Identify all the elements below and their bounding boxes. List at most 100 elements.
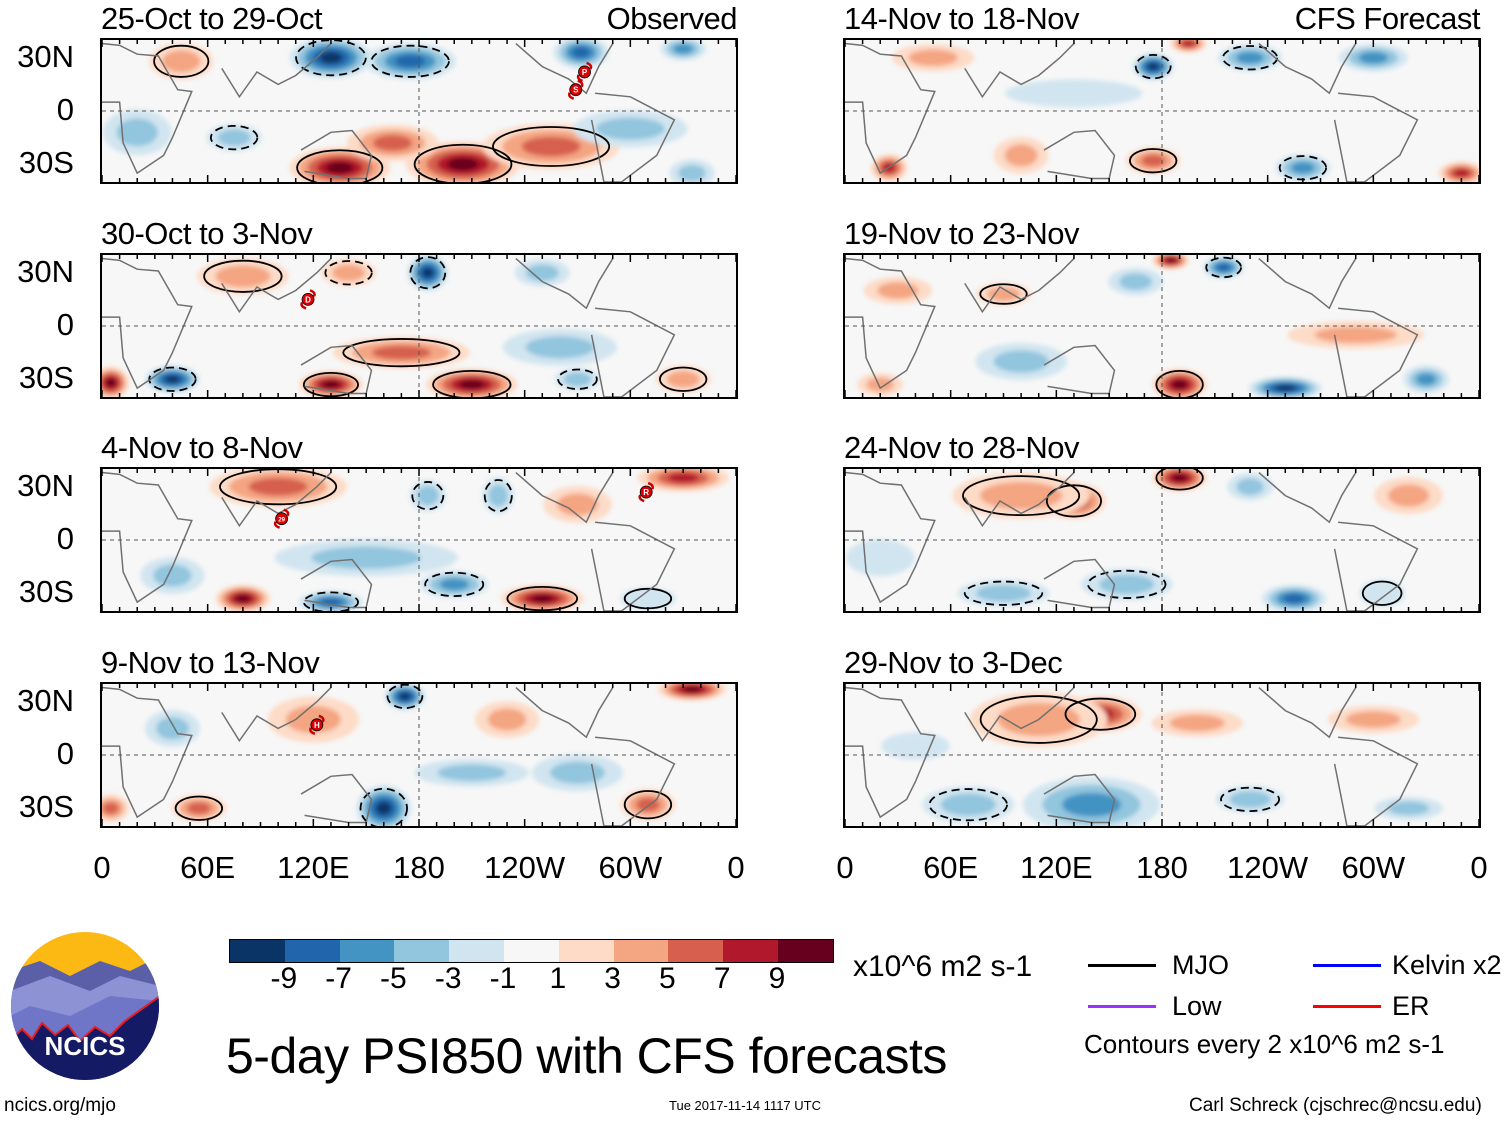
anomaly-shading — [1062, 792, 1121, 817]
coastline — [102, 686, 193, 819]
colorbar-swatch — [777, 940, 833, 962]
mjo-contour-negative — [386, 684, 424, 710]
coastline — [590, 92, 676, 182]
anomaly-shading — [1345, 711, 1401, 728]
anomaly-shading — [437, 764, 507, 782]
mjo-contour-negative — [963, 580, 1044, 606]
legend-line-low — [1088, 1005, 1156, 1008]
coastline — [1258, 42, 1357, 95]
anomaly-shading — [371, 345, 431, 360]
colorbar-label: 5 — [659, 962, 676, 995]
coastline — [102, 257, 193, 390]
anomaly-shading — [595, 117, 665, 140]
anomaly-shading — [993, 350, 1049, 373]
anomaly-shading — [1229, 791, 1271, 808]
anomaly-shading — [1165, 257, 1176, 263]
coastline — [1333, 307, 1419, 397]
mjo-contour-positive — [1155, 370, 1204, 397]
anomaly-shading — [394, 55, 426, 68]
coastline — [1333, 521, 1419, 611]
mjo-contour-negative — [1220, 786, 1281, 812]
anomaly-shading — [326, 162, 354, 174]
map-panel — [843, 682, 1481, 828]
coastline — [1258, 686, 1357, 739]
anomaly-shading — [311, 546, 422, 569]
anomaly-shading — [1147, 62, 1159, 71]
mjo-contour-positive — [492, 126, 611, 167]
anomaly-shading — [1416, 373, 1436, 386]
anomaly-shading — [866, 377, 894, 392]
panel-source-label: Observed — [606, 1, 738, 36]
coastline — [515, 686, 614, 739]
footer-url[interactable]: ncics.org/mjo — [4, 1095, 116, 1116]
coastline — [221, 43, 332, 99]
mjo-contour-positive — [659, 366, 708, 392]
x-tick-label: 0 — [836, 850, 854, 885]
y-tick-label: 30N — [17, 38, 74, 74]
x-tick-label: 60E — [923, 850, 979, 885]
x-tick-label: 60W — [598, 850, 663, 885]
anomaly-shading — [1169, 714, 1225, 732]
x-tick-label: 60W — [1341, 850, 1406, 885]
y-tick-label: 30S — [18, 360, 74, 396]
y-tick-label: 0 — [56, 92, 74, 127]
logo-text: NCICS — [45, 1031, 126, 1061]
colorbar-swatch — [339, 940, 395, 962]
anomaly-shading — [487, 708, 527, 731]
mjo-contour-negative — [295, 40, 367, 77]
colorbar-label: -7 — [325, 962, 352, 995]
anomaly-shading — [525, 336, 595, 359]
anomaly-shading — [881, 732, 950, 760]
mjo-contour-negative — [359, 787, 408, 826]
coastline — [102, 42, 193, 175]
storm-label: P — [582, 68, 588, 77]
storm-label: H — [314, 721, 320, 730]
mjo-contour-positive — [174, 795, 224, 821]
anomaly-shading — [215, 265, 271, 288]
y-tick-label: 30S — [18, 574, 74, 610]
x-tick-label: 0 — [93, 850, 111, 885]
anomaly-shading — [399, 692, 411, 701]
ncics-logo: NCICS — [11, 932, 159, 1080]
mjo-contour-positive — [413, 143, 513, 182]
anomaly-shading — [319, 52, 343, 64]
anomaly-shading — [1283, 593, 1305, 604]
map-panel — [843, 38, 1481, 184]
anomaly-shading — [105, 378, 116, 388]
legend-label-low: Low — [1172, 991, 1222, 1021]
colorbar-swatch — [613, 940, 669, 962]
anomaly-shading — [563, 372, 592, 387]
footer-timestamp: Tue 2017-11-14 1117 UTC — [669, 1098, 821, 1113]
colorbar-label: 7 — [713, 962, 731, 995]
anomaly-shading — [376, 801, 392, 815]
colorbar — [229, 939, 834, 963]
legend-label-er: ER — [1392, 991, 1430, 1021]
mjo-contour-negative — [557, 368, 598, 390]
panel-title: 30-Oct to 3-Nov — [101, 216, 313, 251]
panel-title: 9-Nov to 13-Nov — [101, 645, 320, 680]
anomaly-shading — [1172, 474, 1188, 482]
anomaly-shading — [940, 793, 996, 816]
anomaly-shading — [1291, 161, 1315, 174]
anomaly-shading — [987, 287, 1020, 301]
colorbar-swatch — [230, 940, 285, 962]
mjo-contour-negative — [1134, 54, 1172, 80]
x-tick-label: 120W — [484, 850, 566, 885]
colorbar-label: -3 — [434, 962, 462, 995]
anomaly-shading — [521, 136, 581, 157]
y-tick-label: 0 — [56, 736, 74, 771]
anomaly-shading — [235, 594, 251, 603]
colorbar-label: -5 — [380, 962, 407, 995]
coastline — [590, 521, 676, 611]
colorbar-swatch — [723, 940, 778, 962]
coastline — [1258, 257, 1357, 310]
mjo-contour-negative — [409, 256, 447, 290]
anomaly-shading — [673, 43, 693, 54]
mjo-contour-negative — [302, 591, 359, 611]
colorbar-swatch — [558, 940, 614, 962]
colorbar-swatch — [449, 940, 504, 962]
panel-title: 24-Nov to 28-Nov — [844, 430, 1079, 465]
anomaly-shading — [908, 49, 958, 67]
anomaly-shading — [976, 584, 1031, 602]
